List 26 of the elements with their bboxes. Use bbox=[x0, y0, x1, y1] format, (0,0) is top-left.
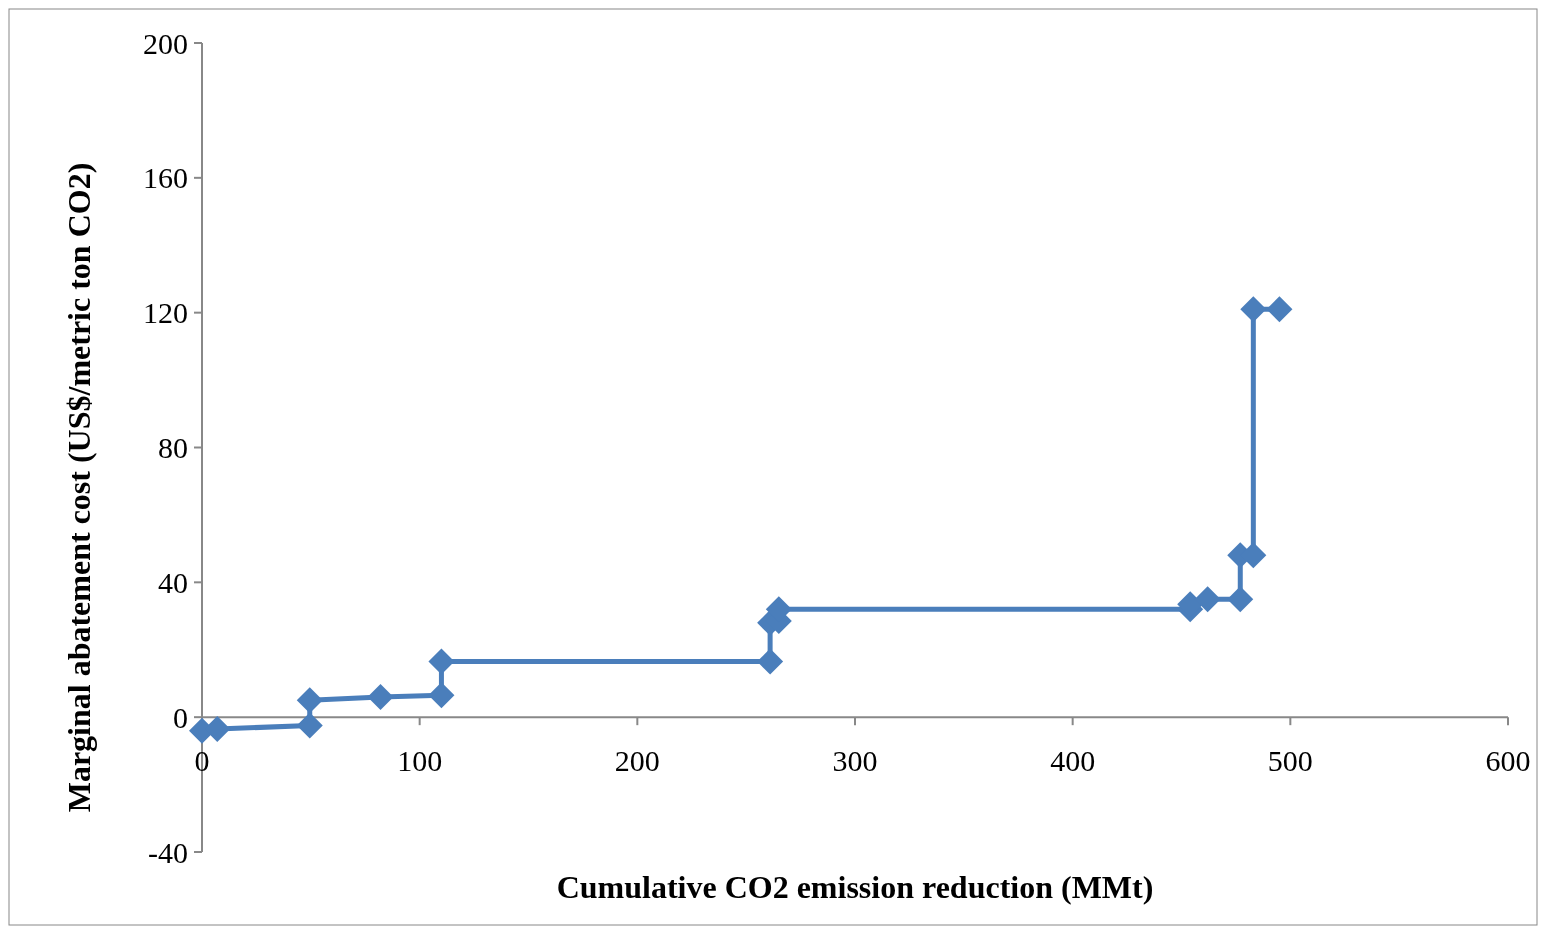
y-tick-label: 40 bbox=[158, 565, 188, 599]
x-tick-label: 0 bbox=[194, 744, 210, 778]
x-axis-title: Cumulative CO2 emission reduction (MMt) bbox=[556, 869, 1154, 905]
y-tick-label: 120 bbox=[143, 296, 188, 330]
x-tick-label: 300 bbox=[832, 744, 878, 778]
point bbox=[428, 682, 455, 709]
x-tick-label: 500 bbox=[1267, 744, 1313, 778]
y-tick-label: 80 bbox=[158, 431, 188, 464]
y-axis-title: Marginal abatement cost (US$/metric ton CO2) bbox=[61, 162, 97, 813]
point bbox=[296, 687, 323, 714]
point bbox=[1227, 586, 1254, 613]
point bbox=[1240, 296, 1267, 323]
x-tick-label: 400 bbox=[1050, 744, 1096, 778]
x-tick-label: 200 bbox=[614, 744, 660, 778]
y-tick-label: 0 bbox=[173, 700, 188, 734]
x-tick-label: 100 bbox=[397, 744, 443, 778]
y-tick-label: 200 bbox=[143, 26, 188, 60]
point bbox=[757, 648, 784, 675]
point bbox=[296, 712, 323, 739]
point bbox=[1194, 586, 1221, 613]
point bbox=[367, 683, 394, 710]
x-tick-label: 600 bbox=[1485, 744, 1531, 778]
y-tick-label: -40 bbox=[148, 835, 188, 869]
y-tick-label: 160 bbox=[143, 161, 188, 195]
point bbox=[1266, 296, 1293, 323]
point bbox=[428, 648, 455, 675]
